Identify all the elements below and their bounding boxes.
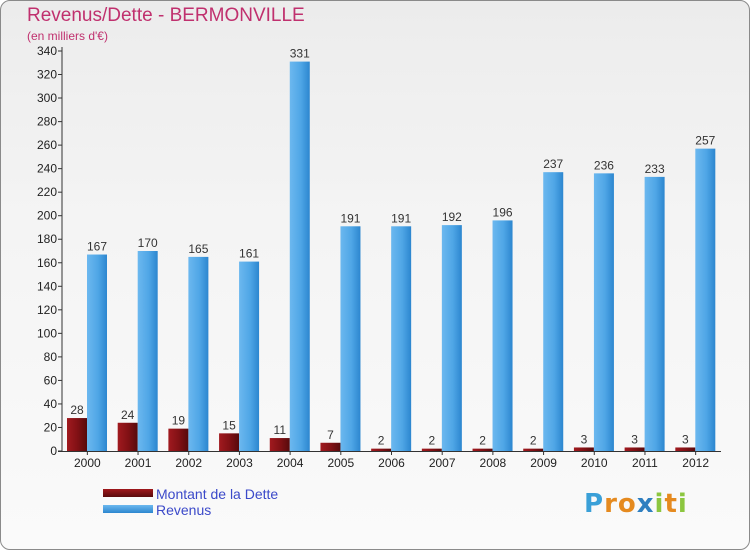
x-tick-label: 2006 (378, 456, 405, 470)
y-tick-label: 300 (37, 91, 57, 105)
chart-title: Revenus/Dette - BERMONVILLE (27, 5, 305, 26)
bar-revenue (543, 172, 564, 452)
legend-label-debt: Montant de la Dette (156, 486, 279, 502)
logo-letter: o (617, 489, 637, 519)
x-tick-label: 2007 (429, 456, 456, 470)
data-label-debt: 3 (581, 432, 588, 446)
y-tick-label: 320 (37, 68, 57, 82)
bar-revenue (188, 256, 209, 451)
y-tick-label: 240 (37, 162, 57, 176)
bar-debt (168, 428, 189, 451)
data-label-debt: 15 (222, 418, 236, 432)
legend-swatch-revenue (103, 505, 153, 513)
data-label-debt: 11 (274, 423, 287, 437)
bar-revenue (695, 148, 716, 451)
x-tick-label: 2004 (277, 456, 304, 470)
bar-revenue (87, 254, 107, 451)
data-label-revenue: 170 (138, 236, 158, 250)
y-tick-label: 20 (44, 420, 58, 434)
data-label-revenue: 233 (645, 162, 665, 176)
y-tick-label: 160 (37, 256, 57, 270)
y-tick-label: 120 (37, 303, 57, 317)
bar-debt (117, 422, 138, 451)
data-label-debt: 19 (172, 414, 186, 428)
data-label-debt: 7 (327, 428, 334, 442)
y-tick-label: 340 (37, 44, 57, 58)
data-label-revenue: 257 (695, 134, 715, 148)
bar-revenue (391, 226, 412, 451)
logo-letter: x (636, 489, 655, 519)
bar-debt (371, 448, 392, 451)
y-tick-label: 180 (37, 232, 57, 246)
data-label-debt: 2 (429, 434, 436, 448)
y-tick-label: 280 (37, 115, 57, 129)
data-label-debt: 28 (70, 403, 84, 417)
proxiti-logo: Proxiti (584, 489, 688, 519)
bar-debt (320, 442, 341, 451)
bar-debt (269, 438, 290, 451)
x-tick-label: 2001 (125, 456, 152, 470)
y-tick-label: 60 (44, 373, 58, 387)
y-tick-label: 100 (37, 326, 57, 340)
x-tick-label: 2005 (327, 456, 354, 470)
data-label-debt: 2 (479, 434, 486, 448)
bar-debt (675, 447, 696, 451)
legend-swatch-debt (103, 489, 153, 497)
x-tick-label: 2012 (682, 456, 709, 470)
y-tick-label: 140 (37, 279, 57, 293)
bar-debt (67, 418, 87, 451)
y-tick-label: 80 (44, 350, 58, 364)
data-label-revenue: 236 (594, 158, 614, 172)
data-label-debt: 2 (530, 434, 537, 448)
data-label-revenue: 191 (340, 211, 360, 225)
bar-revenue (137, 251, 158, 451)
bar-revenue (644, 176, 665, 451)
x-tick-label: 2000 (74, 456, 101, 470)
y-tick-label: 220 (37, 185, 57, 199)
data-label-revenue: 165 (188, 242, 208, 256)
x-tick-label: 2003 (226, 456, 253, 470)
bar-debt (472, 448, 493, 451)
bar-debt (573, 447, 594, 451)
bar-debt (421, 448, 442, 451)
data-label-debt: 3 (631, 432, 638, 446)
bar-debt (624, 447, 645, 451)
logo-letter: t (664, 489, 678, 519)
y-tick-label: 40 (44, 397, 58, 411)
logo-letter: i (677, 489, 688, 519)
data-label-revenue: 237 (543, 157, 563, 171)
logo-letter: P (584, 489, 605, 519)
y-tick-label: 200 (37, 209, 57, 223)
x-tick-label: 2008 (480, 456, 507, 470)
x-tick-label: 2011 (632, 456, 658, 470)
data-label-debt: 3 (682, 432, 689, 446)
x-tick-label: 2010 (581, 456, 608, 470)
data-label-revenue: 331 (290, 47, 310, 61)
y-tick-label: 0 (50, 444, 57, 458)
data-label-revenue: 161 (239, 247, 259, 261)
data-label-revenue: 191 (391, 211, 411, 225)
bar-debt (219, 433, 240, 451)
bar-revenue (289, 61, 310, 452)
data-label-debt: 2 (378, 434, 385, 448)
x-tick-label: 2009 (530, 456, 557, 470)
bar-revenue (340, 226, 361, 451)
legend-label-revenue: Revenus (156, 502, 212, 518)
logo-letter: i (654, 489, 665, 519)
data-label-revenue: 196 (493, 205, 513, 219)
bar-revenue (441, 225, 462, 451)
data-label-revenue: 192 (442, 210, 462, 224)
y-tick-label: 260 (37, 138, 57, 152)
x-tick-label: 2002 (175, 456, 202, 470)
bar-debt (523, 448, 544, 451)
data-label-revenue: 167 (87, 240, 107, 254)
logo-letter: r (604, 489, 618, 519)
bar-revenue (593, 173, 614, 451)
bar-revenue (492, 220, 513, 451)
chart-subtitle: (en milliers d'€) (27, 29, 108, 43)
bar-revenue (239, 261, 260, 451)
data-label-debt: 24 (121, 408, 135, 422)
